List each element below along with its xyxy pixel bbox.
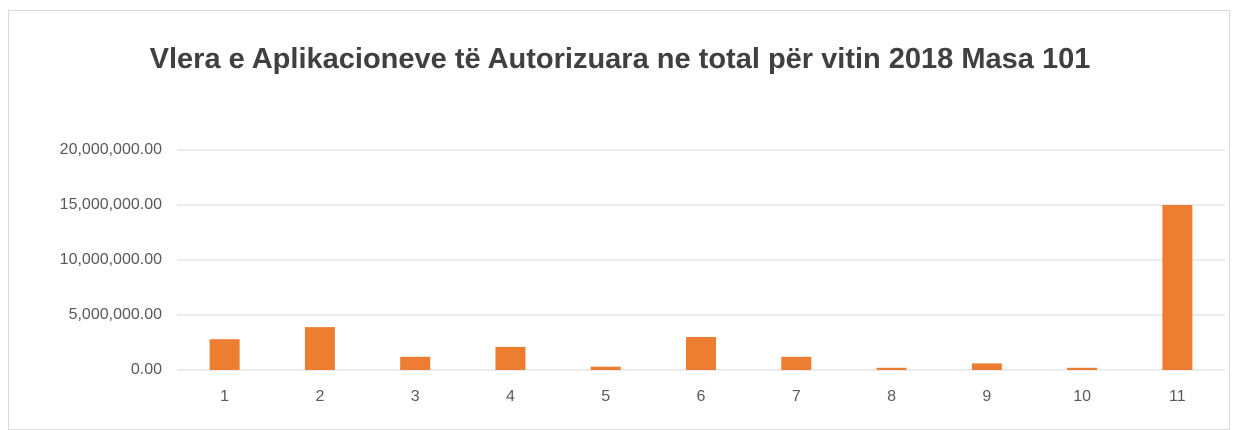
y-tick-label: 20,000,000.00 [60, 141, 162, 158]
y-tick-label: 10,000,000.00 [60, 251, 162, 268]
bar [686, 337, 716, 370]
bar [495, 346, 526, 370]
bar [1162, 205, 1193, 370]
x-tick-label: 6 [697, 388, 706, 405]
x-tick-label: 9 [982, 388, 991, 405]
bar [876, 367, 907, 370]
y-tick-label: 15,000,000.00 [60, 196, 162, 213]
bar [781, 356, 812, 370]
bar [590, 366, 621, 370]
bar [209, 339, 240, 370]
x-tick-label: 11 [1169, 388, 1186, 405]
y-tick-label: 5,000,000.00 [69, 306, 163, 323]
x-tick-label: 8 [887, 388, 896, 405]
x-tick-label: 3 [411, 388, 420, 405]
bar [1067, 367, 1098, 370]
x-tick-label: 5 [601, 388, 610, 405]
bar [304, 327, 335, 370]
x-tick-label: 1 [220, 388, 229, 405]
bar [971, 363, 1002, 370]
chart-title: Vlera e Aplikacioneve të Autorizuara ne … [149, 43, 1091, 75]
y-tick-label: 0.00 [131, 361, 162, 378]
bar [400, 356, 431, 370]
x-tick-label: 2 [315, 388, 324, 405]
x-tick-label: 7 [792, 388, 801, 405]
x-tick-label: 10 [1073, 388, 1091, 405]
x-tick-label: 4 [506, 388, 515, 405]
